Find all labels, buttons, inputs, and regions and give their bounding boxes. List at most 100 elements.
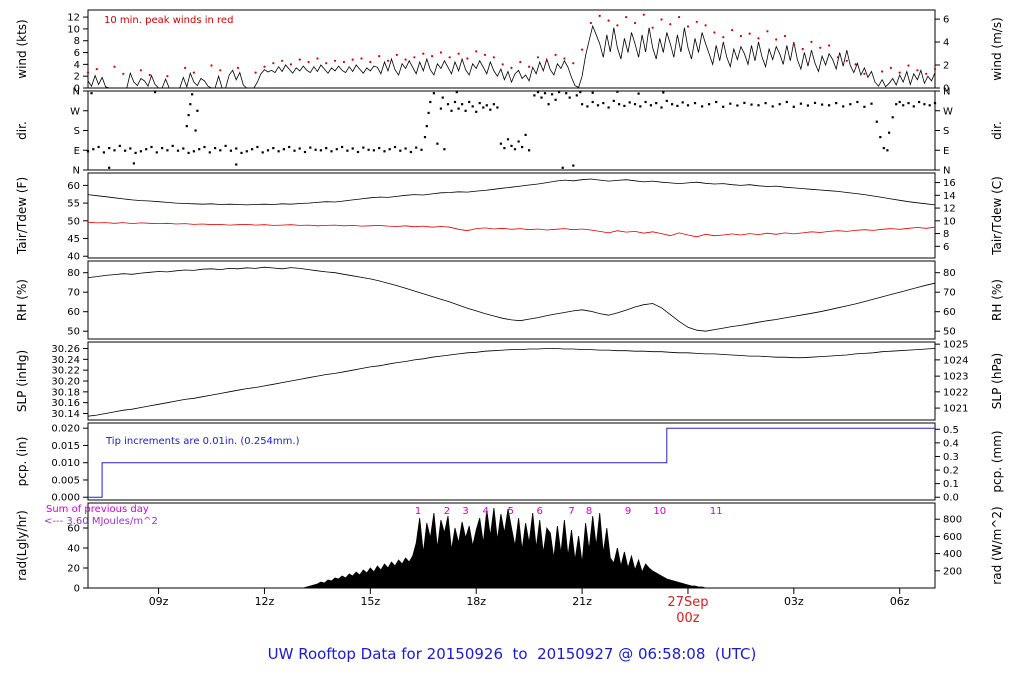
y-tick-label-right: 12 — [943, 204, 956, 215]
wind-direction-point — [378, 147, 381, 150]
rad-hour-marker: 11 — [710, 506, 723, 517]
wind-direction-point — [540, 96, 543, 99]
wind-direction-point — [551, 93, 554, 96]
wind-direction-point — [575, 94, 578, 97]
wind-direction-point — [150, 145, 153, 149]
wind-direction-point — [293, 149, 296, 152]
y-tick-label-left: 60 — [67, 524, 80, 535]
x-tick-label: 21z — [572, 595, 592, 608]
wind-direction-point — [886, 149, 889, 152]
peak-wind-dot — [236, 66, 240, 69]
wind-direction-point — [229, 149, 232, 152]
y-tick-label-right: E — [943, 146, 949, 157]
wind-direction-point — [882, 147, 885, 150]
wind-direction-point — [161, 147, 164, 150]
peak-wind-dot — [625, 16, 628, 19]
y-tick-label-right: 16 — [943, 178, 956, 189]
y-tick-label-right: 0.2 — [943, 466, 959, 477]
wind-direction-point — [547, 103, 550, 106]
wind-direction-point — [235, 147, 238, 150]
wind-direction-point — [288, 145, 291, 149]
peak-wind-dot — [184, 66, 187, 69]
peak-wind-dot — [766, 30, 769, 33]
y-tick-label-left: 0 — [74, 84, 80, 95]
y-tick-label-left: 0.000 — [51, 493, 80, 504]
y-tick-label-right: 0 — [943, 84, 949, 95]
peak-wind-dot — [801, 47, 804, 51]
pcp-annotation: Tip increments are 0.01in. (0.254mm.) — [105, 436, 300, 447]
peak-wind-dot — [378, 55, 381, 58]
peak-wind-dot — [483, 53, 487, 57]
wind-direction-point — [113, 149, 116, 152]
wind-direction-point — [561, 166, 564, 169]
y-tick-label-left: 40 — [67, 252, 80, 263]
wind-direction-point — [108, 147, 111, 150]
panel-pcp: 0.000 0.005 0.010 0.015 0.020 0.0 0.1 0.2 0.3 0.4… — [15, 422, 1004, 504]
wind-direction-point — [596, 104, 600, 107]
y-tick-label-left: 0.015 — [51, 441, 80, 452]
wind-direction-point — [303, 150, 307, 154]
wind-direction-point — [693, 102, 697, 105]
wind-direction-point — [750, 103, 753, 106]
rad-hour-marker: 7 — [568, 506, 574, 517]
wind-direction-point — [681, 101, 684, 104]
t-air-series — [87, 178, 936, 206]
wind-direction-point — [189, 103, 192, 106]
wind-direction-point — [214, 147, 217, 150]
wind-direction-point — [591, 100, 594, 104]
rad-hour-marker: 4 — [483, 506, 489, 517]
wind-direction-point — [933, 102, 937, 105]
wind-direction-point — [251, 148, 254, 151]
peak-wind-dot — [660, 18, 663, 21]
rad-right-axis-label: rad (W/m^2) — [990, 506, 1004, 584]
y-tick-label-right: 1022 — [943, 387, 968, 398]
wind-direction-point — [102, 151, 105, 154]
peak-wind-dot — [916, 69, 919, 72]
wind-direction-point — [171, 144, 174, 147]
wind-direction-point — [743, 101, 746, 104]
peak-wind-dot — [739, 34, 743, 38]
peak-wind-dot — [925, 72, 928, 75]
wind-direction-point — [404, 147, 407, 150]
wind-direction-point — [863, 105, 866, 108]
peak-wind-dot — [545, 59, 548, 62]
y-tick-label-left: 2 — [74, 72, 80, 83]
wind-direction-point — [108, 166, 111, 169]
y-tick-label-left: 30.26 — [51, 344, 80, 355]
pcp-right-axis-label: pcp. (mm) — [990, 430, 1004, 492]
wind-direction-point — [879, 136, 882, 139]
wind-direction-point — [778, 103, 781, 106]
peak-wind-dot — [775, 38, 778, 41]
peak-wind-dot — [272, 62, 275, 65]
wind-direction-point — [923, 103, 926, 106]
y-tick-label-left: 0.005 — [51, 475, 80, 486]
peak-wind-dot — [298, 58, 301, 61]
peak-wind-dot — [86, 71, 90, 74]
wind-direction-point — [665, 99, 668, 102]
wind-box — [87, 9, 936, 89]
rad-hour-marker: 6 — [537, 506, 543, 517]
wind-direction-point — [528, 149, 531, 152]
wind-direction-point — [708, 103, 711, 106]
wind-direction-point — [351, 147, 354, 150]
y-tick-label-left: 60 — [67, 307, 80, 318]
wind-direction-point — [623, 104, 626, 107]
wind-direction-point — [618, 103, 621, 106]
wind-direction-point — [506, 138, 510, 141]
y-tick-label-right: 1023 — [943, 372, 968, 383]
y-tick-label-left: 0 — [74, 584, 80, 595]
peak-wind-dot — [651, 26, 654, 29]
wind-direction-point — [393, 145, 397, 149]
wind-direction-point — [558, 91, 561, 94]
peak-wind-dot — [828, 44, 831, 47]
wind-direction-point — [335, 148, 338, 151]
wind-direction-point — [187, 151, 190, 154]
wind-direction-point — [478, 102, 481, 105]
y-tick-label-left: 30.18 — [51, 387, 80, 398]
wind-direction-point — [277, 150, 280, 153]
wind-direction-series — [86, 90, 937, 169]
wind-direction-point — [319, 149, 322, 152]
wind-direction-point — [870, 102, 873, 105]
peak-wind-dot — [810, 40, 813, 44]
